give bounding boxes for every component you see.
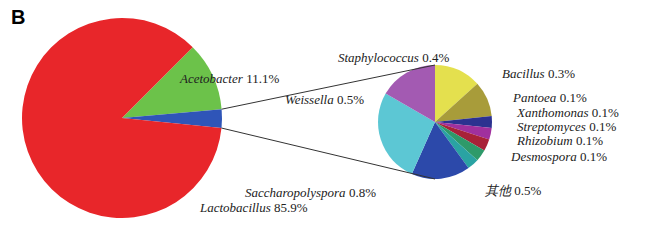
svg-text:0.1%: 0.1% (580, 149, 607, 164)
svg-text:0.5%: 0.5% (337, 92, 364, 107)
svg-text:Rhizobium: Rhizobium (516, 133, 573, 148)
svg-text:0.1%: 0.1% (592, 105, 619, 120)
svg-text:11.1%: 11.1% (246, 71, 279, 86)
svg-text:0.3%: 0.3% (548, 66, 575, 81)
svg-text:Weissella: Weissella (285, 92, 334, 107)
svg-text:Pantoea: Pantoea (512, 90, 557, 105)
svg-text:Desmospora: Desmospora (510, 149, 577, 164)
svg-text:0.8%: 0.8% (349, 185, 376, 200)
svg-text:0.1%: 0.1% (589, 119, 616, 134)
svg-text:0.5%: 0.5% (514, 183, 541, 198)
svg-text:0.4%: 0.4% (422, 50, 449, 65)
svg-text:0.1%: 0.1% (576, 133, 603, 148)
svg-text:Saccharopolyspora: Saccharopolyspora (245, 185, 346, 200)
svg-text:Bacillus: Bacillus (502, 66, 545, 81)
svg-text:Lactobacillus: Lactobacillus (199, 200, 271, 215)
svg-text:Xanthomonas: Xanthomonas (516, 105, 589, 120)
svg-text:其他: 其他 (485, 183, 512, 198)
svg-text:Acetobacter: Acetobacter (179, 71, 244, 86)
svg-text:B: B (11, 6, 25, 28)
svg-text:0.1%: 0.1% (560, 90, 587, 105)
svg-text:85.9%: 85.9% (274, 200, 308, 215)
svg-text:Streptomyces: Streptomyces (517, 119, 586, 134)
svg-text:Staphylococcus: Staphylococcus (338, 50, 419, 65)
